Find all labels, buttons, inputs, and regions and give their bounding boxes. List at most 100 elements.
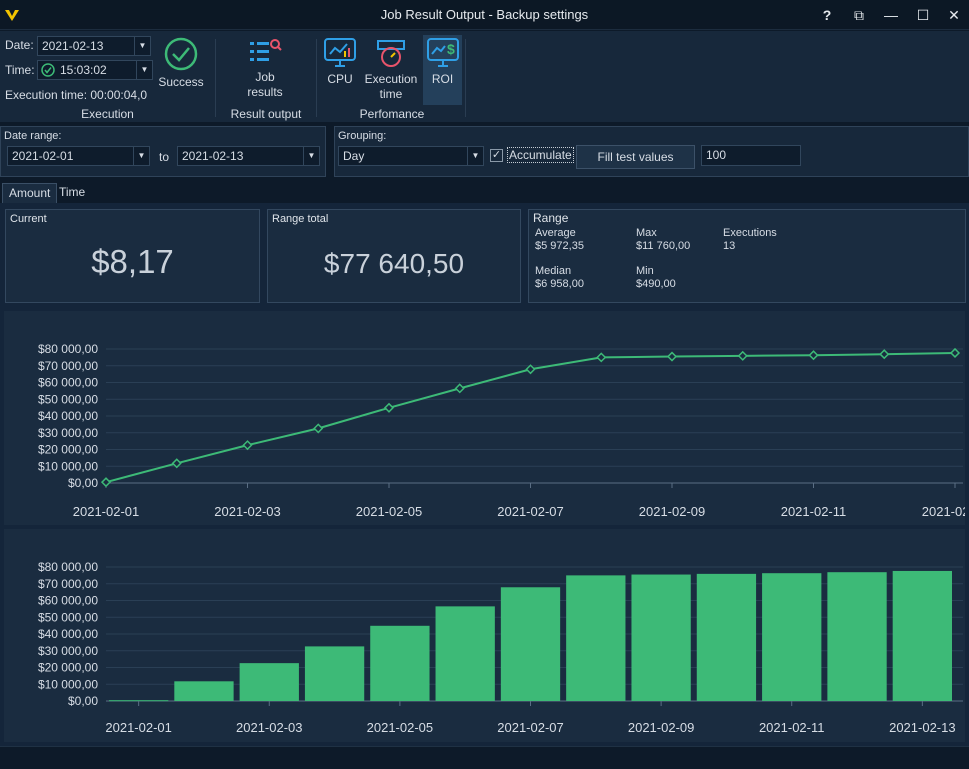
bar: [174, 681, 234, 701]
y-tick-label: $60 000,00: [38, 594, 98, 608]
data-point-marker: [666, 351, 678, 362]
success-check-icon: [164, 37, 198, 71]
current-card: Current $8,17: [5, 209, 260, 303]
bar: [631, 574, 691, 701]
accumulate-checkbox[interactable]: ✓: [490, 149, 503, 162]
executions-label: Executions: [723, 227, 777, 239]
date-from-combo[interactable]: 2021-02-01 ▼: [7, 146, 150, 166]
y-tick-label: $30 000,00: [38, 644, 98, 658]
performance-group-label: Perfomance: [359, 107, 425, 121]
bar: [304, 646, 365, 701]
roi-button[interactable]: $ ROI: [423, 35, 462, 105]
window-title: Job Result Output - Backup settings: [380, 7, 589, 22]
bar: [892, 570, 952, 701]
y-tick-label: $10 000,00: [38, 459, 98, 473]
bar-chart-panel: $0,00 $10 000,00 $20 000,00 $30 000,00 $40 0…: [4, 529, 965, 742]
chevron-down-icon[interactable]: ▼: [134, 37, 150, 55]
execution-time-button[interactable]: Execution time: [363, 35, 419, 105]
range-title: Range: [533, 211, 569, 225]
job-results-label: results: [247, 85, 283, 99]
x-tick-label: 2021-02-09: [628, 720, 695, 735]
current-title: Current: [10, 213, 47, 225]
execution-time-label: Execution: [364, 72, 418, 86]
svg-text:$: $: [447, 41, 455, 57]
fill-test-values-button[interactable]: Fill test values: [576, 145, 695, 169]
bar: [762, 573, 822, 701]
job-results-icon: [250, 39, 282, 61]
y-tick-label: $30 000,00: [38, 426, 98, 440]
help-button[interactable]: ?: [822, 7, 832, 23]
grouping-combo[interactable]: Day ▼: [338, 146, 484, 166]
restore-button[interactable]: ⧉: [854, 7, 864, 23]
status-label: Success: [158, 75, 204, 89]
y-tick-label: $10 000,00: [38, 677, 98, 691]
bar: [696, 573, 757, 701]
chevron-down-icon[interactable]: ▼: [136, 61, 152, 79]
x-tick-label: 2021-02-11: [759, 720, 825, 735]
roi-label: ROI: [431, 72, 454, 86]
ribbon: Date: 2021-02-13 ▼ Time: 15:03:02 ▼ Exec…: [0, 31, 969, 123]
data-point-marker: [171, 458, 182, 469]
y-tick-label: $80 000,00: [38, 342, 98, 356]
date-from-value: 2021-02-01: [12, 149, 74, 163]
y-tick-label: $40 000,00: [38, 627, 98, 641]
time-value: 15:03:02: [60, 63, 107, 77]
data-point-marker: [879, 349, 890, 360]
result-output-group-label: Result output: [230, 107, 302, 121]
y-tick-label: $50 000,00: [38, 610, 98, 624]
range-stats-card: Range Average $5 972,35 Max $11 760,00 E…: [528, 209, 966, 303]
median-label: Median: [535, 265, 572, 277]
y-tick-label: $0,00: [68, 476, 98, 490]
min-value: $490,00: [636, 278, 676, 290]
data-point-marker: [596, 352, 607, 363]
fill-value-input[interactable]: 100: [701, 145, 801, 166]
accumulate-label[interactable]: Accumulate: [507, 147, 574, 163]
x-tick-label: 2021-02-01: [105, 720, 172, 735]
line-chart: $0,00 $10 000,00 $20 000,00 $30 000,00 $40 0…: [38, 342, 969, 519]
average-value: $5 972,35: [535, 240, 584, 252]
date-range-label: Date range:: [4, 130, 62, 142]
x-tick-label: 2021-02-07: [497, 504, 564, 519]
app-logo-icon: [5, 10, 19, 21]
cpu-monitor-icon: [324, 38, 356, 67]
max-label: Max: [636, 227, 657, 239]
date-picker[interactable]: 2021-02-13 ▼: [37, 36, 151, 56]
cpu-button[interactable]: CPU: [321, 35, 359, 91]
x-tick-label: 2021-02-07: [497, 720, 564, 735]
range-total-title: Range total: [272, 213, 329, 225]
data-point-marker: [808, 350, 819, 361]
maximize-button[interactable]: ☐: [916, 7, 930, 23]
x-tick-label: 2021-02-01: [73, 504, 140, 519]
bar-chart: $0,00 $10 000,00 $20 000,00 $30 000,00 $40 0…: [38, 560, 963, 735]
range-total-card: Range total $77 640,50: [267, 209, 521, 303]
minimize-button[interactable]: —: [884, 7, 898, 23]
y-tick-label: $20 000,00: [38, 443, 98, 457]
time-picker[interactable]: 15:03:02 ▼: [37, 60, 153, 80]
bar: [109, 700, 169, 702]
cpu-label: CPU: [327, 72, 353, 86]
grouping-label: Grouping:: [338, 130, 387, 142]
title-bar: Job Result Output - Backup settings ? ⧉ …: [0, 0, 969, 30]
y-tick-label: $50 000,00: [38, 392, 98, 406]
x-tick-label: 2021-02-05: [356, 504, 423, 519]
check-circle-icon: [41, 63, 55, 77]
data-point-marker: [383, 402, 395, 413]
tab-amount[interactable]: Amount: [2, 183, 58, 203]
close-button[interactable]: ✕: [948, 7, 960, 23]
date-to-combo[interactable]: 2021-02-13 ▼: [177, 146, 320, 166]
y-tick-label: $0,00: [68, 694, 98, 708]
ribbon-separator: [215, 39, 216, 117]
tab-time[interactable]: Time: [59, 185, 86, 199]
chevron-down-icon[interactable]: ▼: [303, 147, 319, 165]
data-point-marker: [100, 477, 112, 488]
job-results-button[interactable]: Job results: [236, 35, 294, 105]
data-point-marker: [242, 440, 253, 451]
max-value: $11 760,00: [636, 240, 691, 252]
data-point-marker: [737, 350, 748, 361]
average-label: Average: [535, 227, 576, 239]
x-tick-label: 2021-02-09: [639, 504, 706, 519]
chevron-down-icon[interactable]: ▼: [133, 147, 149, 165]
chevron-down-icon[interactable]: ▼: [467, 147, 483, 165]
data-point-marker: [313, 423, 324, 434]
current-value: $8,17: [91, 243, 174, 280]
